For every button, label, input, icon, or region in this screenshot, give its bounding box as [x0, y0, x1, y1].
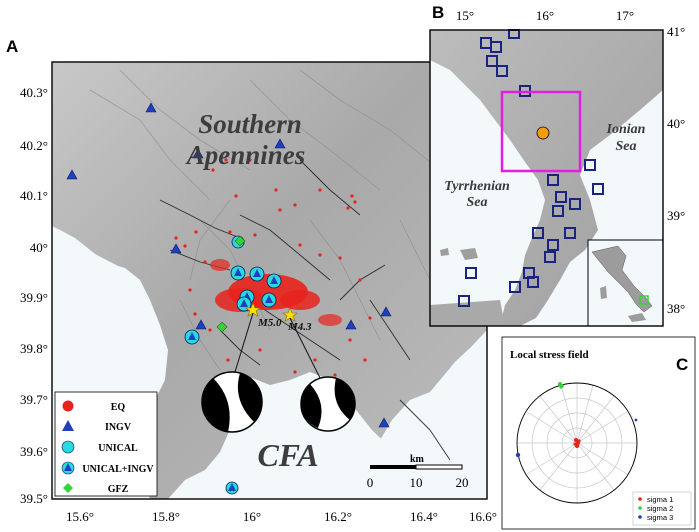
ionian-label-line1: Ionian	[606, 122, 646, 137]
lon-tick-b: 16°	[536, 8, 554, 23]
panel-a-lon-ticks: 15.6° 15.8° 16° 16.2° 16.4° 16.6°	[66, 509, 497, 524]
coast-east	[350, 330, 487, 499]
legend-ingv-icon	[62, 420, 74, 431]
tyrrhenian-label-line2: Sea	[467, 195, 488, 210]
lat-tick: 40.2°	[20, 138, 48, 153]
panel-c-letter: C	[676, 355, 688, 374]
legend-unical-icon	[61, 440, 75, 454]
panel-b-letter: B	[432, 3, 444, 22]
legend-sigma3: sigma 3	[647, 513, 673, 522]
lon-tick: 16°	[243, 509, 261, 524]
cfa-label: CFA	[257, 437, 318, 473]
legend-gfz-icon	[63, 483, 73, 493]
sicily-land	[430, 300, 505, 326]
island	[440, 248, 449, 256]
panel-a-map: M5.0 M4.3 Southern Apennines CFA km 0 10…	[51, 61, 488, 500]
lat-tick-b: 41°	[667, 24, 685, 39]
lon-tick: 15.6°	[66, 509, 94, 524]
lat-tick: 39.9°	[20, 290, 48, 305]
panel-c-stereonet: Local stress field	[501, 336, 696, 530]
scale-bar: km 0 10 20	[367, 454, 469, 490]
ingv-stations	[66, 102, 392, 428]
legend-unical-label: UNICAL	[98, 443, 138, 454]
earthquake-scatter	[174, 158, 372, 382]
scale-label-20: 20	[456, 475, 469, 490]
relief-ridges	[89, 69, 441, 371]
lat-tick: 40°	[30, 240, 48, 255]
lon-tick: 16.2°	[324, 509, 352, 524]
panel-b-map: Ionian Sea Tyrrhenian Sea	[429, 29, 664, 327]
calabria-land	[430, 30, 663, 326]
lat-tick: 39.8°	[20, 341, 48, 356]
lon-tick: 15.8°	[152, 509, 180, 524]
epicenter-marker	[536, 126, 550, 140]
panel-a-letter: A	[6, 37, 18, 56]
region-label-line1: Southern	[198, 109, 302, 139]
magnitude-label-1: M5.0	[257, 317, 282, 329]
stress-title: Local stress field	[510, 349, 589, 361]
focal-mechanism-1	[201, 312, 263, 433]
legend-unical-ingv-label: UNICAL+INGV	[82, 464, 154, 475]
legend-ingv-label: INGV	[105, 422, 132, 433]
focal-mechanism-2	[289, 317, 356, 432]
ionian-label-line2: Sea	[616, 139, 637, 154]
scale-label-0: 0	[367, 475, 374, 490]
magnitude-label-2: M4.3	[287, 321, 312, 333]
legend-gfz-label: GFZ	[108, 484, 129, 495]
panel-c-legend: sigma 1 sigma 2 sigma 3	[632, 491, 692, 526]
lat-tick-b: 38°	[667, 301, 685, 316]
legend-eq-icon	[62, 400, 74, 412]
italy-inset	[587, 239, 664, 327]
lat-tick: 40.3°	[20, 85, 48, 100]
panel-b-lat-ticks: 41° 40° 39° 38°	[667, 24, 685, 316]
legend-a: EQ INGV UNICAL UNICAL+INGV GFZ	[54, 391, 158, 497]
stereonet-grid	[517, 383, 637, 503]
island	[460, 248, 478, 260]
lon-tick-b: 15°	[456, 8, 474, 23]
panel-b-frame	[429, 29, 664, 327]
region-label-line2: Apennines	[185, 140, 306, 170]
lat-tick: 39.5°	[20, 491, 48, 506]
sigma1-points	[573, 438, 581, 448]
lat-tick: 39.7°	[20, 392, 48, 407]
unical-stations	[184, 235, 282, 495]
study-area-box	[500, 90, 582, 173]
gfz-stations	[216, 235, 246, 333]
lat-tick-b: 40°	[667, 116, 685, 131]
fault-lines	[159, 159, 451, 461]
tyrrhenian-label-line1: Tyrrhenian	[444, 179, 510, 194]
legend-sigma1: sigma 1	[647, 495, 673, 504]
sigma2-points	[558, 382, 564, 389]
scale-label-10: 10	[410, 475, 423, 490]
lat-tick: 39.6°	[20, 444, 48, 459]
lon-tick: 16.4°	[410, 509, 438, 524]
panel-b-stations	[458, 29, 604, 307]
lat-tick-b: 39°	[667, 208, 685, 223]
panel-a-lat-ticks: 40.3° 40.2° 40.1° 40° 39.9° 39.8° 39.7° …	[20, 85, 48, 506]
legend-eq-label: EQ	[111, 402, 126, 413]
scale-unit: km	[410, 454, 425, 465]
lon-tick: 16.6°	[469, 509, 497, 524]
sigma3-points	[515, 418, 638, 458]
panel-b-lon-ticks: 15° 16° 17°	[456, 8, 634, 23]
stereonet-outline	[516, 382, 638, 504]
legend-sigma2: sigma 2	[647, 504, 673, 513]
lon-tick-b: 17°	[616, 8, 634, 23]
lat-tick: 40.1°	[20, 188, 48, 203]
